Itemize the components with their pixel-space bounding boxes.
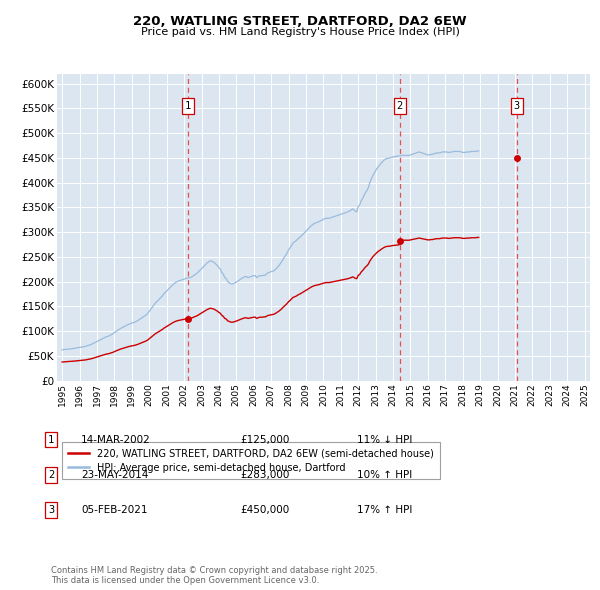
Text: 23-MAY-2014: 23-MAY-2014: [81, 470, 148, 480]
Text: 1: 1: [185, 101, 191, 111]
Text: 3: 3: [514, 101, 520, 111]
Legend: 220, WATLING STREET, DARTFORD, DA2 6EW (semi-detached house), HPI: Average price: 220, WATLING STREET, DARTFORD, DA2 6EW (…: [62, 442, 440, 478]
Text: 220, WATLING STREET, DARTFORD, DA2 6EW: 220, WATLING STREET, DARTFORD, DA2 6EW: [133, 15, 467, 28]
Text: Price paid vs. HM Land Registry's House Price Index (HPI): Price paid vs. HM Land Registry's House …: [140, 27, 460, 37]
Text: 14-MAR-2002: 14-MAR-2002: [81, 435, 151, 444]
Text: 17% ↑ HPI: 17% ↑ HPI: [357, 506, 412, 515]
Text: £450,000: £450,000: [240, 506, 289, 515]
Text: 1: 1: [48, 435, 54, 444]
Text: £283,000: £283,000: [240, 470, 289, 480]
Text: £125,000: £125,000: [240, 435, 289, 444]
Text: 2: 2: [397, 101, 403, 111]
Text: 11% ↓ HPI: 11% ↓ HPI: [357, 435, 412, 444]
Text: Contains HM Land Registry data © Crown copyright and database right 2025.
This d: Contains HM Land Registry data © Crown c…: [51, 566, 377, 585]
Text: 05-FEB-2021: 05-FEB-2021: [81, 506, 148, 515]
Text: 10% ↑ HPI: 10% ↑ HPI: [357, 470, 412, 480]
Text: 3: 3: [48, 506, 54, 515]
Text: 2: 2: [48, 470, 54, 480]
